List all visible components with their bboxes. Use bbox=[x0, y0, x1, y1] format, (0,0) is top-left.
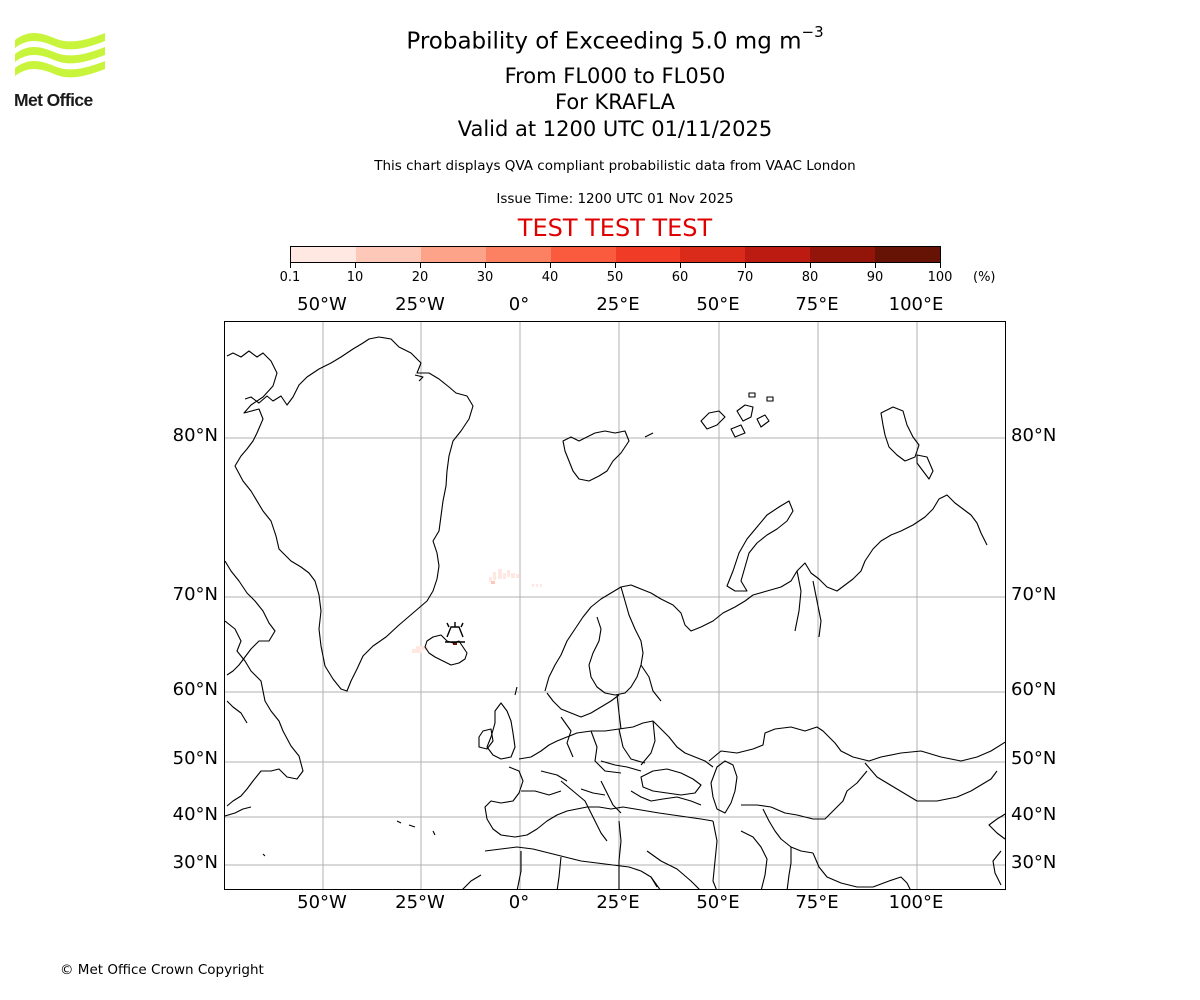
lon-label-top: 0° bbox=[508, 294, 530, 315]
brand-name: Met Office bbox=[14, 90, 93, 110]
colorbar-tick-label: 50 bbox=[606, 270, 624, 285]
colorbar-tick-mark bbox=[615, 263, 616, 268]
colorbar-tick-mark bbox=[940, 263, 941, 268]
colorbar-segment bbox=[810, 247, 876, 262]
lat-label-left: 40°N bbox=[172, 804, 218, 825]
map-canvas bbox=[225, 322, 1005, 889]
lon-label-top: 25°W bbox=[395, 294, 445, 315]
lat-label-right: 70°N bbox=[1011, 584, 1057, 605]
colorbar-tick-mark bbox=[810, 263, 811, 268]
colorbar-tick-mark bbox=[485, 263, 486, 268]
colorbar-segment bbox=[291, 247, 356, 262]
lat-label-left: 80°N bbox=[172, 425, 218, 446]
met-office-logo: Met Office bbox=[14, 30, 110, 112]
lon-label-bottom: 25°E bbox=[596, 892, 640, 913]
valid-time: Valid at 1200 UTC 01/11/2025 bbox=[457, 117, 773, 141]
colorbar-segment bbox=[355, 247, 421, 262]
chart-title: Probability of Exceeding 5.0 mg m−3 bbox=[0, 23, 1200, 55]
colorbar-tick-label: 40 bbox=[541, 270, 559, 285]
colorbar-tick-mark bbox=[550, 263, 551, 268]
volcano-name: For KRAFLA bbox=[555, 90, 675, 114]
lat-label-left: 30°N bbox=[172, 852, 218, 873]
colorbar-unit: (%) bbox=[973, 270, 996, 285]
colorbar-tick-label: 60 bbox=[671, 270, 689, 285]
lon-label-top: 100°E bbox=[888, 294, 944, 315]
colorbar-segment bbox=[680, 247, 746, 262]
lat-label-left: 60°N bbox=[172, 679, 218, 700]
colorbar-tick-label: 80 bbox=[801, 270, 819, 285]
colorbar-segment bbox=[420, 247, 486, 262]
lon-label-top: 50°W bbox=[297, 294, 347, 315]
colorbar-tick-mark bbox=[745, 263, 746, 268]
issue-time: Issue Time: 1200 UTC 01 Nov 2025 bbox=[496, 191, 734, 207]
lat-label-right: 30°N bbox=[1011, 852, 1057, 873]
colorbar-tick-mark bbox=[290, 263, 291, 268]
graticule bbox=[225, 322, 1005, 889]
chart-description: This chart displays QVA compliant probab… bbox=[374, 158, 856, 174]
colorbar-tick-label: 0.1 bbox=[279, 270, 301, 285]
colorbar-tick-label: 10 bbox=[346, 270, 364, 285]
lon-label-bottom: 100°E bbox=[888, 892, 944, 913]
lon-label-top: 25°E bbox=[596, 294, 640, 315]
lon-label-top: 75°E bbox=[795, 294, 839, 315]
colorbar-tick-mark bbox=[355, 263, 356, 268]
test-banner: TEST TEST TEST bbox=[517, 214, 713, 242]
lon-label-bottom: 50°E bbox=[696, 892, 740, 913]
ash-probability-regions bbox=[412, 569, 542, 653]
probability-colorbar bbox=[290, 246, 941, 263]
colorbar-tick-label: 20 bbox=[411, 270, 429, 285]
title-text: Probability of Exceeding 5.0 mg m bbox=[406, 28, 802, 55]
colorbar-segment bbox=[615, 247, 681, 262]
colorbar-tick-label: 70 bbox=[736, 270, 754, 285]
map-panel[interactable] bbox=[224, 321, 1006, 890]
colorbar-segment bbox=[875, 247, 941, 262]
lon-label-bottom: 25°W bbox=[395, 892, 445, 913]
lat-label-left: 50°N bbox=[172, 748, 218, 769]
lat-label-right: 80°N bbox=[1011, 425, 1057, 446]
lon-label-bottom: 50°W bbox=[297, 892, 347, 913]
lat-label-right: 50°N bbox=[1011, 748, 1057, 769]
coastlines bbox=[225, 336, 1005, 889]
colorbar-tick-mark bbox=[420, 263, 421, 268]
colorbar-tick-label: 90 bbox=[866, 270, 884, 285]
colorbar-tick-label: 100 bbox=[927, 270, 953, 285]
lat-label-right: 40°N bbox=[1011, 804, 1057, 825]
copyright-notice: © Met Office Crown Copyright bbox=[60, 962, 264, 978]
colorbar-tick-mark bbox=[875, 263, 876, 268]
colorbar-tick-label: 30 bbox=[476, 270, 494, 285]
flight-level-range: From FL000 to FL050 bbox=[504, 64, 726, 88]
met-office-waves-icon bbox=[15, 33, 105, 78]
lon-label-top: 50°E bbox=[696, 294, 740, 315]
lat-label-right: 60°N bbox=[1011, 679, 1057, 700]
lat-label-left: 70°N bbox=[172, 584, 218, 605]
colorbar-segment bbox=[485, 247, 551, 262]
title-superscript: −3 bbox=[801, 23, 824, 41]
colorbar-tick-mark bbox=[680, 263, 681, 268]
colorbar-segment bbox=[550, 247, 616, 262]
volcano-icon bbox=[445, 622, 465, 643]
colorbar-segment bbox=[745, 247, 811, 262]
lon-label-bottom: 75°E bbox=[795, 892, 839, 913]
lon-label-bottom: 0° bbox=[508, 892, 530, 913]
